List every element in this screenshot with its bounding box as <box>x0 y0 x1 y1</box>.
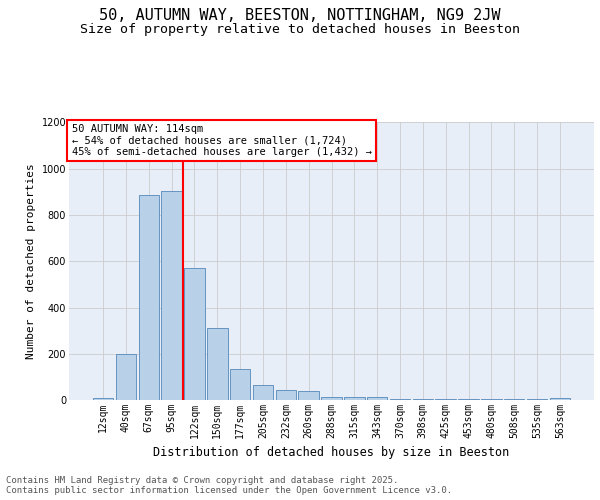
Bar <box>367 396 388 400</box>
Bar <box>184 268 205 400</box>
Bar <box>207 328 227 400</box>
Bar <box>161 190 182 400</box>
Bar <box>344 396 365 400</box>
Bar <box>504 399 524 400</box>
Bar <box>321 396 342 400</box>
Bar <box>481 399 502 400</box>
Bar <box>458 399 479 400</box>
Text: 50 AUTUMN WAY: 114sqm
← 54% of detached houses are smaller (1,724)
45% of semi-d: 50 AUTUMN WAY: 114sqm ← 54% of detached … <box>71 124 371 157</box>
Bar <box>253 385 273 400</box>
Bar <box>550 398 570 400</box>
Bar <box>116 354 136 400</box>
Bar <box>527 399 547 400</box>
Text: Contains HM Land Registry data © Crown copyright and database right 2025.
Contai: Contains HM Land Registry data © Crown c… <box>6 476 452 495</box>
Bar <box>230 369 250 400</box>
Bar <box>275 390 296 400</box>
Bar <box>139 196 159 400</box>
Bar <box>413 399 433 400</box>
Text: Size of property relative to detached houses in Beeston: Size of property relative to detached ho… <box>80 22 520 36</box>
Bar <box>298 391 319 400</box>
Y-axis label: Number of detached properties: Number of detached properties <box>26 164 36 359</box>
Bar <box>436 399 456 400</box>
Bar <box>390 399 410 400</box>
X-axis label: Distribution of detached houses by size in Beeston: Distribution of detached houses by size … <box>154 446 509 460</box>
Text: 50, AUTUMN WAY, BEESTON, NOTTINGHAM, NG9 2JW: 50, AUTUMN WAY, BEESTON, NOTTINGHAM, NG9… <box>99 8 501 22</box>
Bar <box>93 398 113 400</box>
